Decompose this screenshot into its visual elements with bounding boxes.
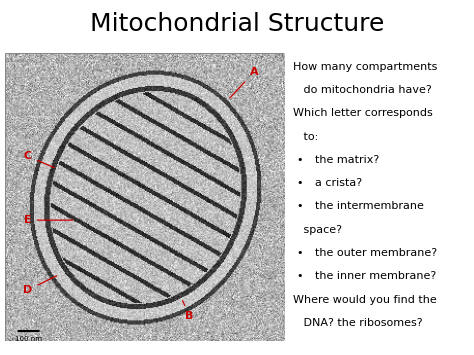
Text: do mitochondria have?: do mitochondria have? (293, 85, 432, 95)
Bar (5, 53, 284, 341)
Text: A: A (230, 67, 258, 98)
Text: E: E (24, 215, 73, 225)
Text: space?: space? (293, 225, 342, 235)
Text: the intermembrane: the intermembrane (315, 202, 424, 212)
Text: Where would you find the: Where would you find the (293, 295, 437, 305)
Text: •: • (297, 155, 303, 165)
Text: D: D (23, 276, 56, 295)
Text: •: • (297, 271, 303, 282)
Text: the inner membrane?: the inner membrane? (315, 271, 436, 282)
Text: Which letter corresponds: Which letter corresponds (293, 108, 433, 118)
Text: Mitochondrial Structure: Mitochondrial Structure (90, 12, 384, 36)
Text: How many compartments: How many compartments (293, 62, 437, 72)
Text: B: B (182, 301, 194, 321)
Text: •: • (297, 248, 303, 258)
Text: to:: to: (293, 132, 318, 142)
Text: C: C (24, 152, 55, 168)
Text: •: • (297, 178, 303, 188)
Text: the outer membrane?: the outer membrane? (315, 248, 437, 258)
Text: DNA? the ribosomes?: DNA? the ribosomes? (293, 318, 422, 328)
Text: 100 nm: 100 nm (15, 336, 42, 342)
Text: the matrix?: the matrix? (315, 155, 379, 165)
Text: a crista?: a crista? (315, 178, 362, 188)
Text: •: • (297, 202, 303, 212)
